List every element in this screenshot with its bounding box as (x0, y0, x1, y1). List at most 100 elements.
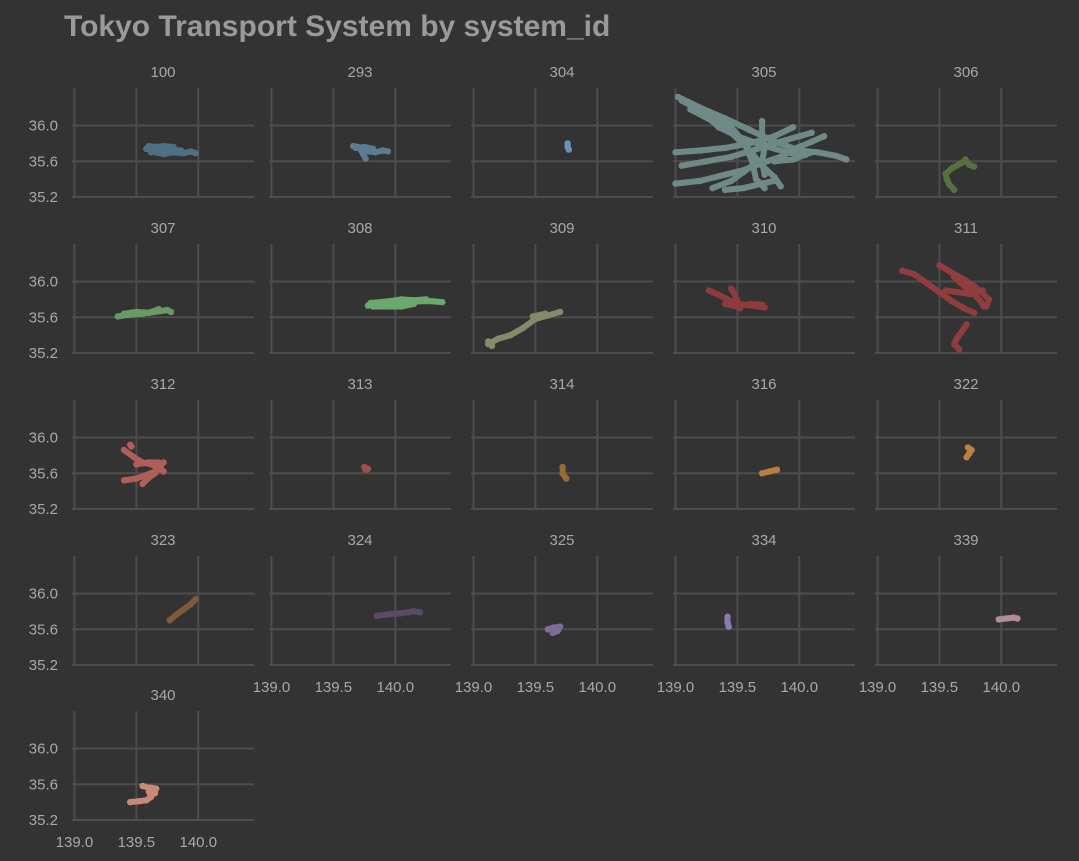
data-point (967, 290, 974, 298)
data-point (678, 97, 685, 104)
data-point (177, 147, 185, 154)
facet-panel: 339 139.0 139.5 140.0 (859, 532, 1057, 696)
data-track (722, 300, 766, 310)
y-tick-label: 36.0 (29, 274, 58, 291)
facet-panel: 316 (673, 376, 855, 510)
data-point (559, 463, 566, 471)
data-point (130, 454, 138, 461)
x-tick-label: 139.0 (455, 679, 493, 696)
data-point (687, 106, 694, 113)
data-point (943, 175, 950, 183)
data-point (187, 601, 195, 608)
data-point (133, 461, 140, 468)
x-tick-label: 139.5 (517, 679, 555, 696)
data-point (721, 300, 729, 308)
data-point (749, 147, 756, 154)
data-point (135, 798, 143, 805)
data-point (127, 798, 134, 806)
data-point (758, 470, 766, 477)
data-point (833, 152, 840, 160)
data-point (771, 140, 778, 147)
data-point (398, 296, 405, 303)
facet-panel: 313 (269, 376, 451, 510)
y-tick-label: 36.0 (29, 586, 58, 603)
data-point (192, 150, 199, 157)
data-point (1014, 615, 1021, 622)
data-point (556, 308, 564, 316)
data-point (946, 181, 953, 188)
data-point (777, 183, 784, 190)
data-point (731, 291, 739, 299)
data-point (151, 470, 159, 477)
facet-strip-label: 334 (751, 532, 776, 549)
facet-panels: 100 36.0 35.6 35.2 293 304 305 306 307 36.0 35.6 35… (29, 64, 1057, 851)
chart-title: Tokyo Transport System by system_id (64, 10, 610, 43)
data-point (923, 280, 931, 287)
data-point (746, 140, 753, 147)
data-point (758, 131, 766, 138)
data-point (485, 338, 492, 345)
data-point (963, 454, 970, 461)
data-point (734, 303, 741, 310)
data-track (672, 124, 797, 156)
data-point (936, 289, 943, 296)
facet-strip-label: 100 (150, 64, 175, 81)
data-point (697, 147, 704, 154)
data-point (709, 117, 716, 125)
data-track (709, 160, 759, 192)
data-point (995, 616, 1002, 623)
data-point (187, 148, 195, 155)
data-point (911, 271, 918, 278)
data-point (507, 331, 514, 339)
data-point (544, 626, 551, 633)
data-point (721, 186, 729, 194)
facet-strip-label: 339 (953, 532, 978, 549)
data-point (398, 610, 405, 617)
data-point (975, 296, 983, 303)
data-point (773, 466, 781, 473)
facet-panel: 322 (875, 376, 1057, 510)
x-tick-label: 140.0 (781, 679, 819, 696)
data-point (942, 287, 949, 294)
facet-panel: 314 (471, 376, 653, 510)
facet-panel: 334 139.0 139.5 140.0 (657, 532, 855, 696)
facet-panel: 306 (875, 64, 1057, 198)
data-point (554, 627, 561, 635)
data-point (120, 310, 128, 317)
data-point (752, 175, 760, 183)
data-point (166, 617, 173, 624)
facet-strip-label: 323 (150, 532, 175, 549)
data-point (820, 133, 828, 140)
facet-strip-label: 310 (751, 220, 776, 237)
data-point (385, 298, 393, 305)
data-point (565, 146, 572, 153)
data-point (709, 184, 716, 192)
data-point (758, 301, 766, 308)
data-point (369, 145, 377, 152)
x-tick-label: 140.0 (180, 834, 218, 851)
facet-strip-label: 293 (347, 64, 372, 81)
facet-panel: 100 36.0 35.6 35.2 (29, 64, 254, 206)
data-point (488, 342, 496, 350)
data-point (948, 298, 955, 305)
x-tick-label: 139.5 (921, 679, 959, 696)
data-point (970, 309, 978, 316)
facet-panel: 324 139.0 139.5 140.0 (253, 532, 451, 696)
data-point (416, 609, 424, 616)
data-point (808, 129, 815, 136)
facet-strip-label: 325 (549, 532, 574, 549)
data-point (979, 287, 986, 294)
data-point (960, 282, 968, 290)
facet-panel: 304 (471, 64, 653, 198)
data-point (793, 144, 800, 152)
y-tick-label: 35.2 (29, 501, 58, 518)
data-point (958, 159, 965, 167)
data-point (429, 298, 436, 305)
data-point (192, 595, 199, 603)
data-point (143, 797, 150, 804)
data-point (379, 147, 387, 154)
facet-strip-label: 311 (954, 220, 978, 237)
data-point (843, 156, 850, 163)
data-point (128, 443, 135, 450)
data-point (678, 162, 685, 169)
